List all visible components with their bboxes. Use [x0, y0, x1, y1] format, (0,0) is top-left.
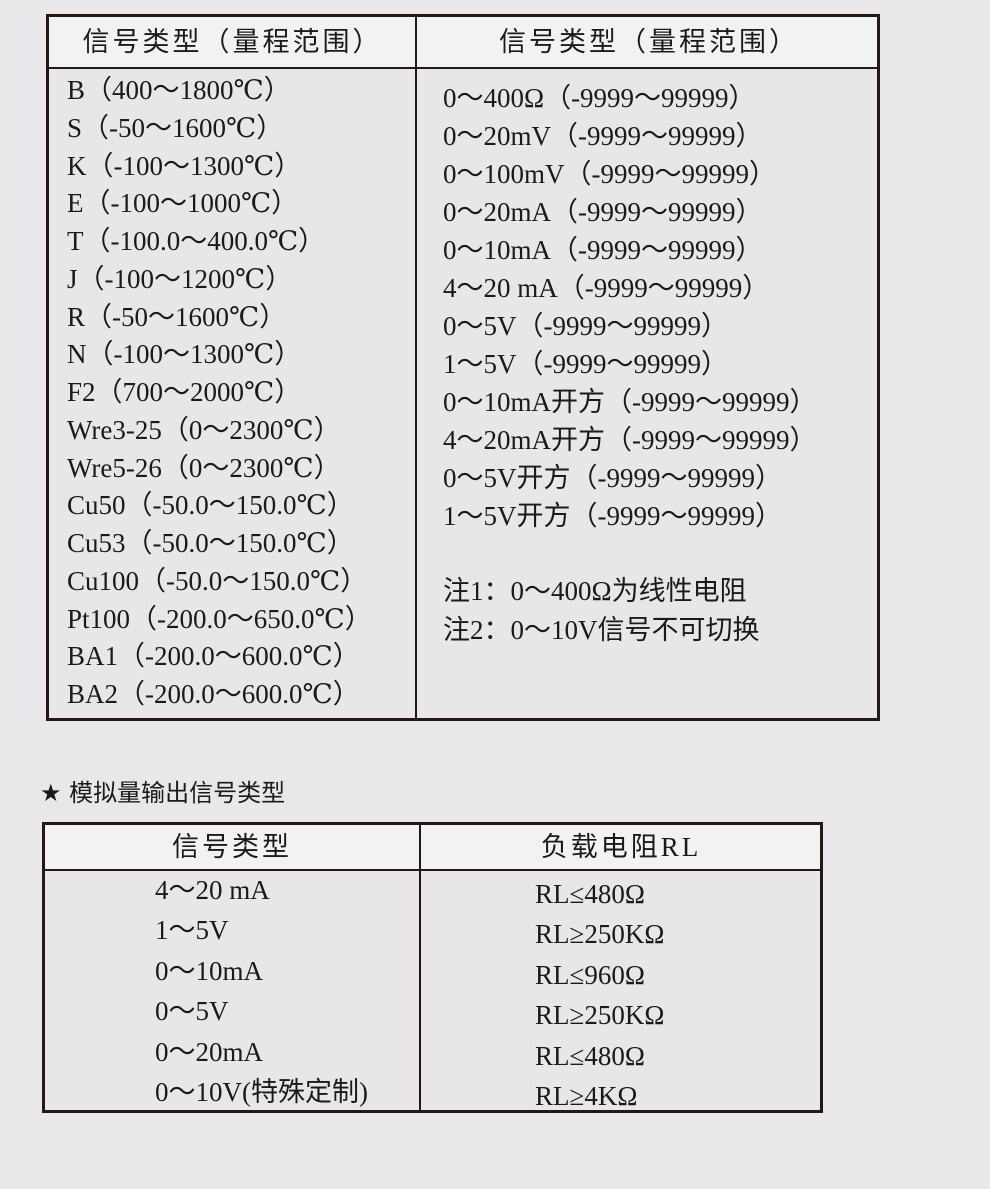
- header-signal: 信号类型: [172, 832, 292, 862]
- list-item: Wre5-26（0～2300℃）: [67, 452, 341, 483]
- list-item: 0～20mA（-9999～99999）: [443, 197, 763, 227]
- column-divider: [419, 825, 421, 1110]
- list-item: N（-100～1300℃）: [67, 339, 302, 370]
- load-cell: RL≤480Ω: [535, 1040, 645, 1071]
- list-item: Cu53（-50.0～150.0℃）: [67, 528, 354, 558]
- note: 注1：0～400Ω为线性电阻: [443, 576, 747, 606]
- output-signal-table: 信号类型 负载电阻RL 4～20 mA RL≤480Ω 1～5V RL≥250KΩ 0～…: [42, 822, 823, 1113]
- input-signal-table: 信号类型（量程范围） 信号类型（量程范围） B（400～1800℃） S（-50～…: [46, 14, 880, 721]
- output-section-title: ★ 模拟量输出信号类型: [40, 779, 286, 807]
- list-item: 0～20mV（-9999～99999）: [443, 121, 763, 151]
- list-item: 0～10mA开方（-9999～99999）: [443, 387, 817, 417]
- list-item: E（-100～1000℃）: [67, 188, 299, 219]
- list-item: Cu50（-50.0～150.0℃）: [67, 490, 354, 521]
- header-left: 信号类型（量程范围）: [82, 27, 383, 57]
- header-right: 信号类型（量程范围）: [499, 27, 799, 57]
- note: 注2：0～10V信号不可切换: [443, 615, 760, 645]
- list-item: Pt100（-200.0～650.0℃）: [67, 603, 372, 634]
- load-cell: RL≥4KΩ: [535, 1081, 638, 1111]
- list-item: 0～5V开方（-9999～99999）: [443, 463, 782, 493]
- list-item: F2（700～2000℃）: [67, 377, 302, 407]
- list-item: T（-100.0～400.0℃）: [67, 226, 326, 256]
- list-item: B（400～1800℃）: [67, 75, 291, 105]
- table-header: 信号类型 负载电阻RL: [45, 825, 820, 871]
- list-item: 0～10mA（-9999～99999）: [443, 235, 763, 265]
- list-item: 0～100mV（-9999～99999）: [443, 159, 776, 189]
- column-divider: [415, 17, 417, 718]
- list-item: J（-100～1200℃）: [67, 263, 293, 294]
- list-item: BA1（-200.0～600.0℃）: [67, 641, 360, 672]
- list-item: BA2（-200.0～600.0℃）: [67, 679, 360, 709]
- signal-cell: 1～5V: [155, 915, 229, 946]
- header-load: 负载电阻RL: [540, 832, 702, 862]
- list-item: Wre3-25（0～2300℃）: [67, 414, 341, 445]
- signal-cell: 0～5V: [155, 996, 229, 1027]
- list-item: 0～400Ω（-9999～99999）: [443, 83, 756, 113]
- load-cell: RL≥250KΩ: [535, 919, 665, 950]
- list-item: 1～5V开方（-9999～99999）: [443, 501, 782, 531]
- list-item: R（-50～1600℃）: [67, 301, 287, 332]
- signal-cell: 0～20mA: [155, 1036, 263, 1067]
- list-item: 0～5V（-9999～99999）: [443, 311, 728, 341]
- list-item: S（-50～1600℃）: [67, 112, 284, 143]
- signal-cell: 0～10mA: [155, 955, 263, 986]
- list-item: 4～20mA开方（-9999～99999）: [443, 425, 817, 455]
- list-item: 4～20 mA（-9999～99999）: [443, 273, 770, 303]
- signal-cell: 4～20 mA: [155, 875, 270, 905]
- signal-cell: 0～10V(特殊定制): [155, 1077, 368, 1107]
- load-cell: RL≤480Ω: [535, 879, 645, 909]
- load-cell: RL≤960Ω: [535, 959, 645, 990]
- list-item: Cu100（-50.0～150.0℃）: [67, 565, 368, 596]
- list-item: K（-100～1300℃）: [67, 150, 302, 181]
- list-item: 1～5V（-9999～99999）: [443, 349, 728, 379]
- load-cell: RL≥250KΩ: [535, 1000, 665, 1031]
- table-header: 信号类型（量程范围） 信号类型（量程范围）: [49, 17, 877, 69]
